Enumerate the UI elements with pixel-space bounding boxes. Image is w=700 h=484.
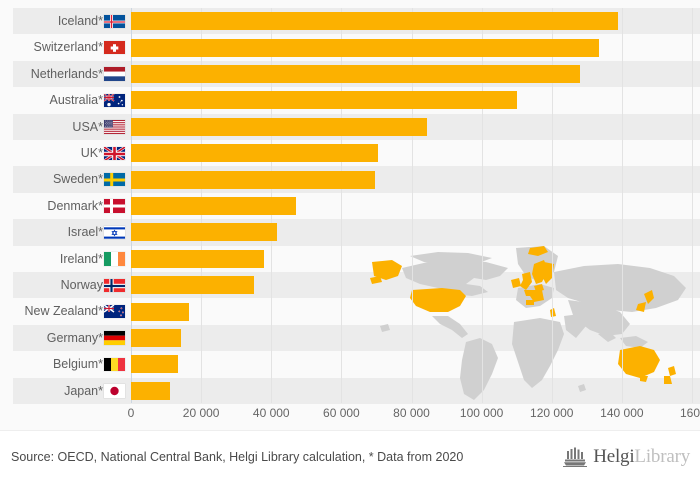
chart-row: Norway (0, 272, 700, 298)
switzerland-flag (104, 40, 125, 55)
chart-row: Ireland* (0, 246, 700, 272)
category-label: Switzerland* (33, 40, 103, 55)
category-label: USA* (72, 119, 103, 134)
x-tick-label: 100 000 (459, 406, 504, 420)
norway-flag (104, 278, 125, 292)
gridline (411, 8, 413, 403)
germany-flag (104, 331, 125, 345)
chart-row: Australia* (0, 87, 700, 113)
x-tick-label: 140 000 (600, 406, 644, 420)
row-band (13, 219, 700, 246)
bar[interactable] (131, 223, 277, 242)
x-tick-label: 160... (680, 406, 700, 420)
chart-row: Germany* (0, 325, 700, 351)
x-tick-label: 80 000 (393, 406, 430, 420)
new-zealand-flag (104, 304, 125, 319)
chart-row: Belgium* (0, 351, 700, 377)
gridline (481, 8, 483, 403)
logo-helgi: Helgi (593, 446, 635, 467)
logo-library: Library (634, 446, 690, 467)
bar[interactable] (131, 381, 171, 400)
chart-row: Japan* (0, 378, 700, 404)
bar[interactable] (131, 355, 179, 374)
category-label: Israel* (67, 225, 103, 240)
chart-row: Switzerland* (0, 34, 700, 60)
bar[interactable] (131, 91, 517, 110)
chart-row: Iceland* (0, 8, 700, 34)
category-label: Norway (60, 278, 103, 292)
gridline (341, 8, 343, 403)
bar[interactable] (131, 144, 379, 163)
bar[interactable] (131, 328, 182, 347)
category-label: Denmark* (47, 198, 103, 213)
japan-flag (104, 384, 125, 398)
logo-wordmark: HelgiLibrary (593, 446, 690, 468)
bar[interactable] (131, 117, 428, 136)
israel-flag (104, 225, 125, 240)
x-tick-label: 20 000 (182, 406, 220, 420)
chart-footer: Source: OECD, National Central Bank, Hel… (0, 430, 700, 484)
netherlands-flag (104, 67, 125, 81)
uk-flag (104, 146, 125, 160)
bar[interactable] (131, 249, 264, 268)
category-label: Belgium* (52, 357, 103, 372)
x-axis: 0 20 000 40 000 60 000 80 000 100 000 120 000 1… (0, 403, 700, 427)
helgi-library-logo[interactable]: HelgiLibrary (562, 445, 690, 469)
gridline (621, 8, 623, 403)
category-label: Ireland* (59, 251, 103, 266)
category-label: Japan* (64, 383, 103, 398)
chart-row: USA* (0, 114, 700, 140)
category-label: Netherlands* (30, 66, 103, 81)
bar[interactable] (131, 12, 619, 31)
bar[interactable] (131, 38, 600, 57)
category-label: Australia* (49, 93, 104, 108)
belgium-flag (104, 357, 125, 372)
sweden-flag (104, 172, 125, 187)
category-label: New Zealand* (24, 304, 103, 319)
denmark-flag (104, 199, 125, 213)
chart-row: Denmark* (0, 193, 700, 219)
chart-row: Sweden* (0, 166, 700, 192)
category-label: Germany* (46, 330, 103, 345)
x-tick-label: 0 (127, 406, 135, 420)
bridge-building-icon (563, 447, 588, 467)
category-label: Sweden* (52, 172, 103, 187)
iceland-flag (104, 14, 125, 28)
chart-row: UK* (0, 140, 700, 166)
australia-flag (104, 93, 125, 108)
x-tick-label: 60 000 (323, 406, 360, 420)
gridline (551, 8, 553, 403)
plot-area: Iceland* Switzerland* Netherlands* Australi… (0, 8, 700, 404)
bar[interactable] (131, 302, 189, 321)
x-tick-label: 120 000 (530, 406, 574, 420)
usa-flag (104, 120, 125, 134)
chart-row: Israel* (0, 219, 700, 245)
category-label: UK* (80, 146, 103, 160)
category-label: Iceland* (57, 14, 103, 28)
bar[interactable] (131, 64, 580, 83)
bar[interactable] (131, 196, 296, 215)
bar[interactable] (131, 276, 254, 295)
chart-row: Netherlands* (0, 61, 700, 87)
source-note: Source: OECD, National Central Bank, Hel… (11, 450, 464, 464)
chart-row: New Zealand* (0, 298, 700, 324)
ireland-flag (104, 252, 125, 266)
gridline (692, 8, 693, 403)
x-tick-label: 40 000 (252, 406, 290, 420)
bar[interactable] (131, 170, 375, 189)
